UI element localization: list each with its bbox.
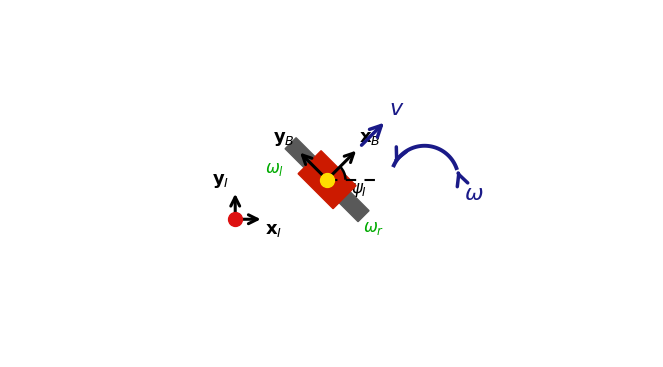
Text: $\omega_l$: $\omega_l$ [265,160,284,178]
Text: $\mathit{v}$: $\mathit{v}$ [389,99,404,119]
Text: $\omega_r$: $\omega_r$ [363,219,385,237]
Text: $\mathbf{y}_I$: $\mathbf{y}_I$ [211,172,229,190]
Polygon shape [298,151,356,209]
Polygon shape [321,174,369,222]
Text: $\psi_I$: $\psi_I$ [351,181,367,199]
Polygon shape [285,138,333,186]
Text: $\mathbf{y}_B$: $\mathbf{y}_B$ [273,130,295,148]
Text: $\mathbf{x}_B$: $\mathbf{x}_B$ [359,129,381,147]
Text: $\mathit{\omega}$: $\mathit{\omega}$ [464,184,484,204]
Text: $\mathbf{x}_I$: $\mathbf{x}_I$ [265,221,282,239]
